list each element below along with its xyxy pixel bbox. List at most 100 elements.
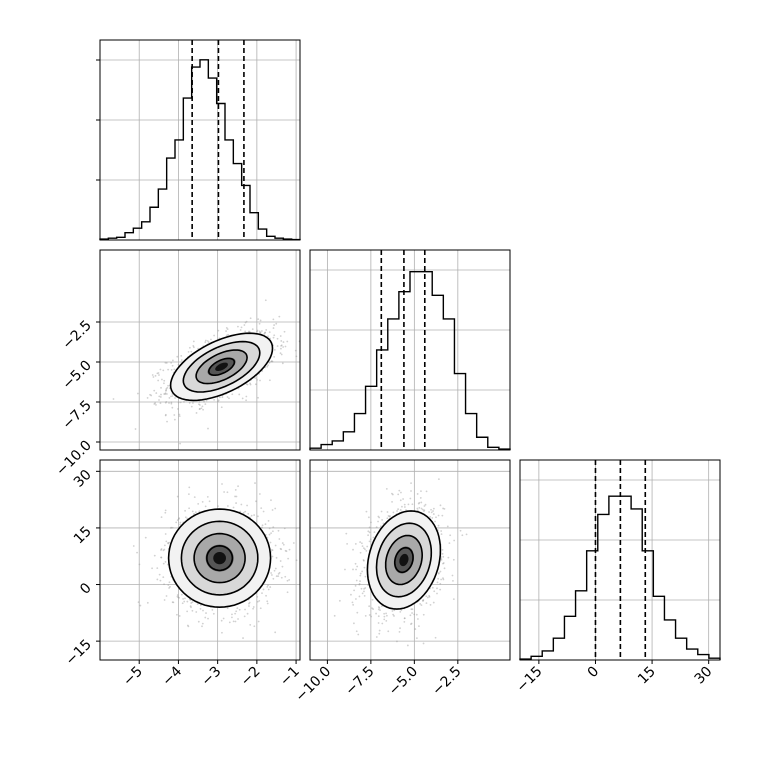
sample-point <box>179 442 182 445</box>
sample-point <box>354 562 357 565</box>
sample-point <box>350 593 352 596</box>
sample-point <box>266 365 269 368</box>
sample-point <box>392 613 395 616</box>
sample-point <box>431 586 434 589</box>
sample-point <box>267 588 270 591</box>
sample-point <box>169 585 171 588</box>
sample-point <box>220 406 223 409</box>
sample-point <box>194 511 197 514</box>
sample-point <box>254 383 257 386</box>
sample-point <box>207 617 209 620</box>
sample-point <box>197 347 200 350</box>
sample-point <box>225 334 228 337</box>
histogram-step-1 <box>309 270 511 450</box>
sample-point <box>418 501 421 504</box>
sample-point <box>286 591 289 594</box>
sample-point <box>372 608 375 610</box>
sample-point <box>165 540 168 543</box>
ytick-label-2-1: 0 <box>77 580 95 598</box>
sample-point <box>422 613 425 616</box>
sample-point <box>138 563 141 566</box>
sample-point <box>373 531 376 534</box>
sample-point <box>371 598 374 601</box>
sample-point <box>266 600 269 603</box>
ytick-label-2-0: −15 <box>63 637 95 669</box>
sample-point <box>278 571 281 574</box>
ytick-label-2-2: 15 <box>71 523 95 547</box>
sample-point <box>452 558 455 561</box>
sample-point <box>355 568 357 571</box>
sample-point <box>378 632 381 635</box>
sample-point <box>381 519 384 521</box>
sample-point <box>295 559 298 562</box>
density-fill-core <box>215 362 228 371</box>
sample-point <box>187 625 190 628</box>
sample-point <box>259 379 261 382</box>
sample-point <box>419 602 422 605</box>
sample-point <box>162 562 165 565</box>
sample-point <box>270 572 273 574</box>
sample-point <box>465 533 468 536</box>
sample-point <box>352 568 354 571</box>
sample-point <box>234 489 237 491</box>
sample-point <box>158 374 160 376</box>
sample-point <box>167 584 170 586</box>
sample-point <box>172 601 175 604</box>
sample-point <box>192 340 195 343</box>
sample-point <box>237 485 239 488</box>
sample-point <box>363 594 366 597</box>
density-group-2-1 <box>333 478 468 647</box>
sample-point <box>270 549 273 551</box>
xtick-label-0-2: −3 <box>199 664 225 690</box>
sample-point <box>363 590 365 593</box>
contour-1p5sigma <box>182 340 261 393</box>
sample-point <box>446 525 449 528</box>
sample-point <box>256 595 259 598</box>
sample-point <box>439 570 442 573</box>
sample-point <box>393 609 396 612</box>
sample-point <box>226 505 229 507</box>
sample-point <box>246 504 248 507</box>
sample-point <box>410 608 413 611</box>
xtick-label-1-1: −7.5 <box>342 664 377 699</box>
sample-point <box>219 396 221 399</box>
sample-point <box>198 510 201 513</box>
sample-point <box>165 400 168 403</box>
sample-point <box>375 526 378 529</box>
sample-point <box>381 622 384 625</box>
sample-point <box>354 584 357 587</box>
sample-point <box>359 574 362 577</box>
sample-point <box>256 330 258 333</box>
sample-point <box>267 584 269 587</box>
sample-point <box>440 530 443 532</box>
sample-point <box>213 398 216 401</box>
sample-point <box>283 527 286 530</box>
sample-point <box>430 511 433 514</box>
sample-point <box>278 315 281 318</box>
sample-point <box>157 372 160 374</box>
sample-point <box>156 372 159 375</box>
sample-point <box>271 549 274 552</box>
sample-point <box>440 557 443 560</box>
sample-point <box>398 489 401 492</box>
sample-point <box>281 542 284 544</box>
sample-point <box>257 515 259 518</box>
sample-point <box>282 341 285 343</box>
sample-point <box>448 542 451 545</box>
sample-point <box>235 610 238 613</box>
sample-point <box>275 556 278 559</box>
sample-point <box>261 526 263 529</box>
contour-0p5sigma <box>207 357 236 376</box>
sample-point <box>370 615 373 618</box>
sample-point <box>267 335 269 338</box>
sample-point <box>442 555 445 558</box>
sample-point <box>244 321 247 324</box>
sample-point <box>188 346 191 349</box>
sample-point <box>274 544 277 547</box>
sample-point <box>420 507 423 510</box>
sample-point <box>400 609 403 611</box>
sample-point <box>176 495 179 498</box>
sample-point <box>173 414 176 416</box>
sample-point <box>272 526 275 529</box>
sample-point <box>421 508 424 511</box>
